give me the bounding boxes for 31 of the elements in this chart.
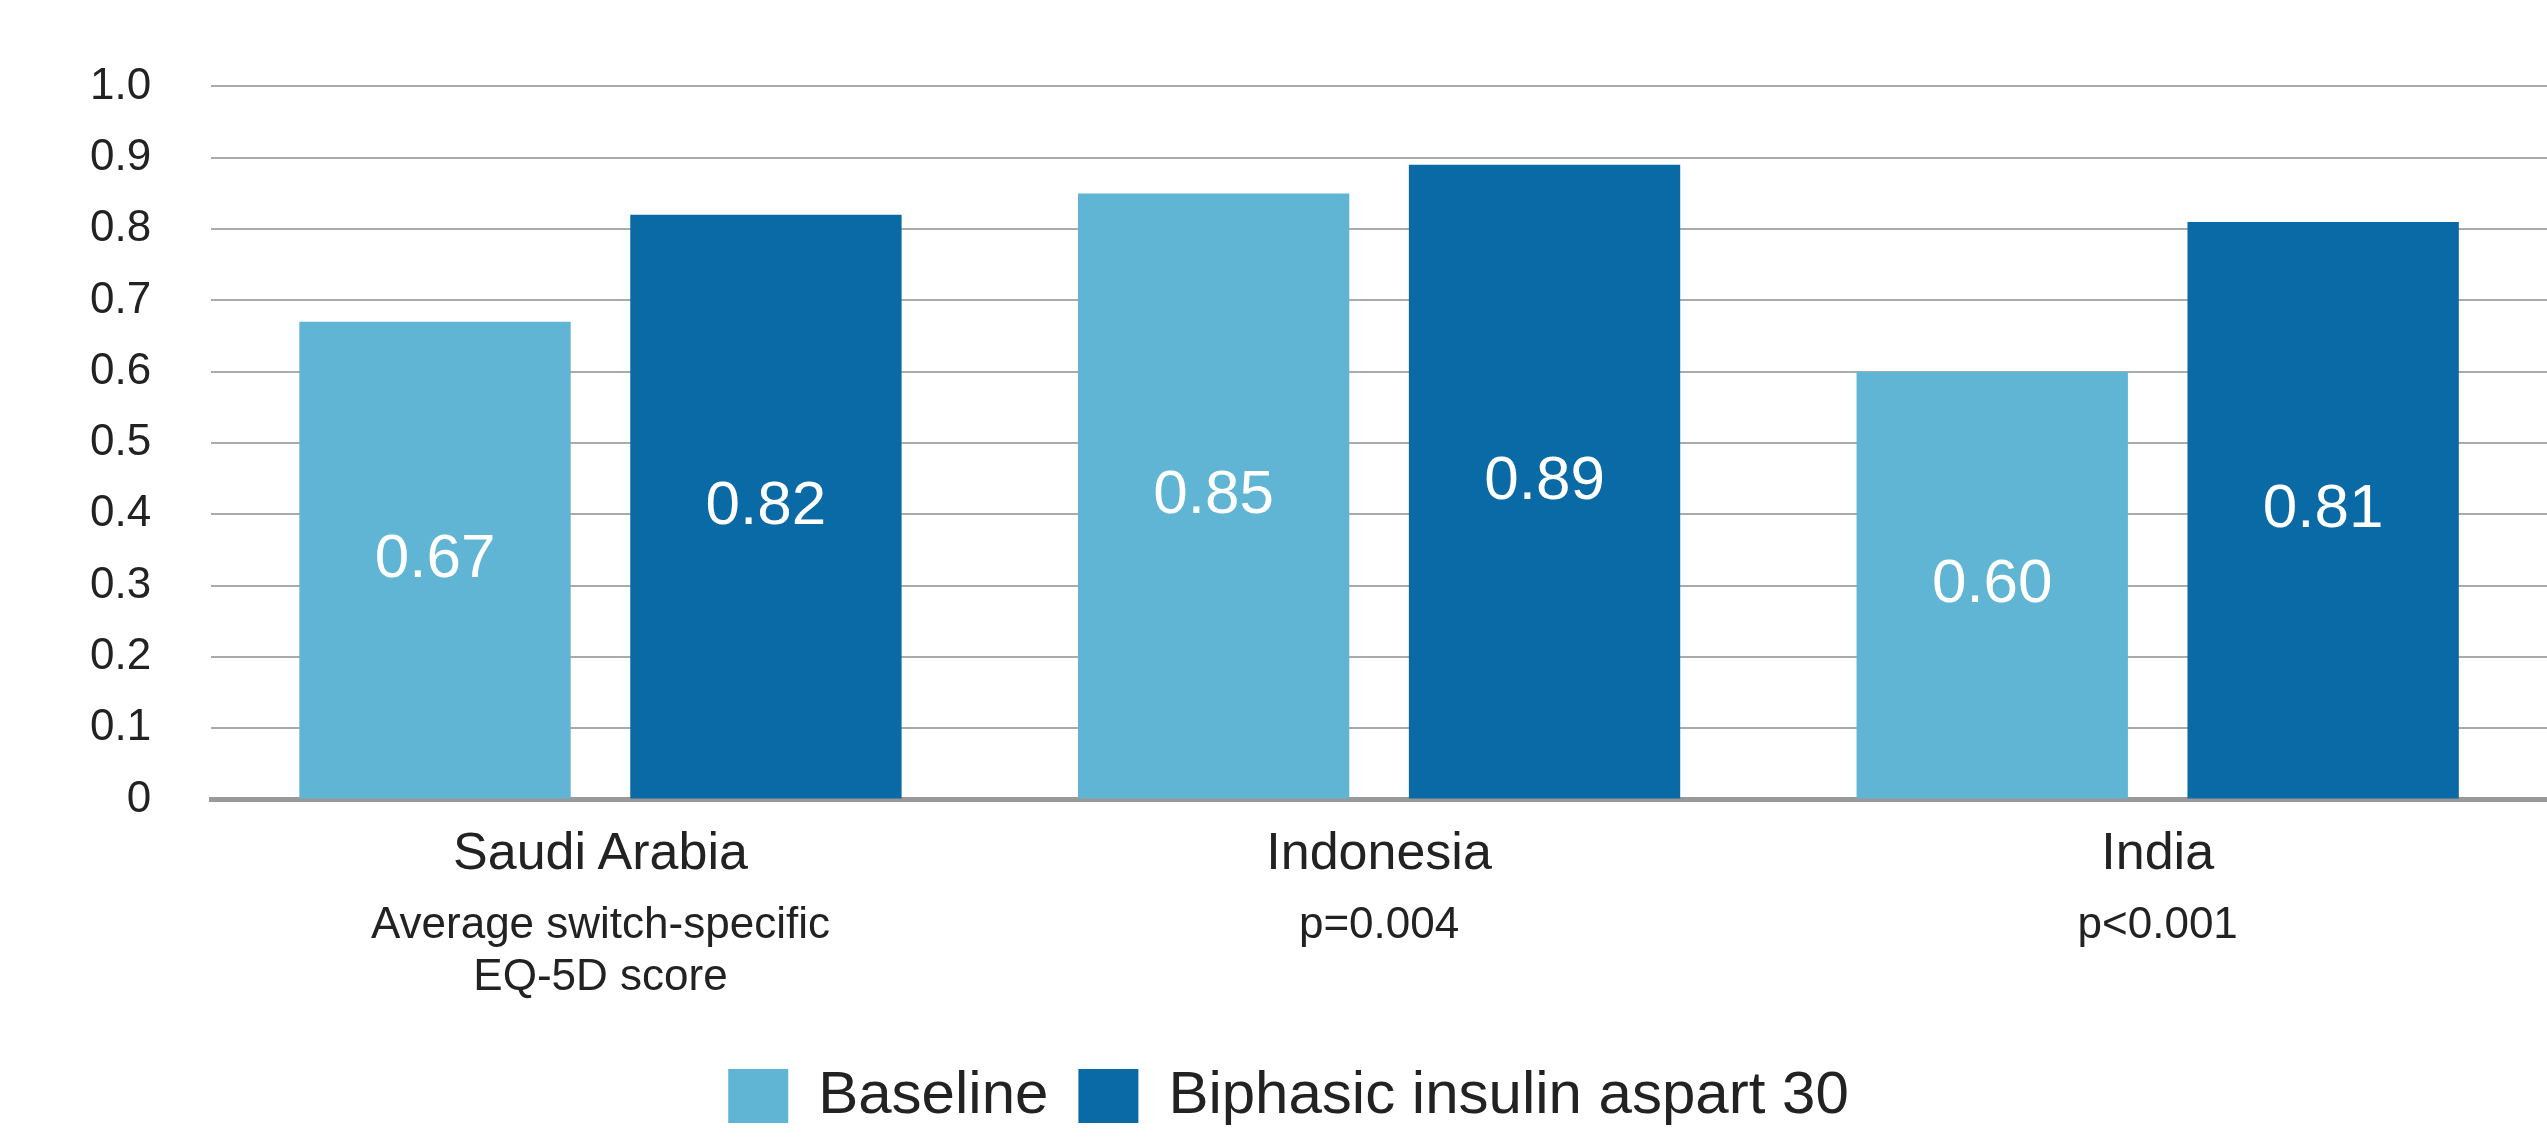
bar	[299, 321, 571, 799]
y-tick-label: 1.0	[89, 58, 152, 108]
y-tick-label: 0.7	[89, 272, 152, 322]
bar	[630, 214, 902, 799]
data-label: 0.85	[1153, 457, 1274, 527]
y-tick-label: 0.2	[89, 629, 152, 679]
y-tick-label: 0.5	[89, 415, 152, 465]
data-label: 0.67	[374, 521, 496, 591]
y-tick-label: 0.9	[89, 129, 152, 179]
x-tick-label: Indonesia	[1266, 822, 1492, 881]
legend-label: Biphasic insulin aspart 30	[1168, 1058, 1849, 1126]
data-label: 0.81	[2262, 471, 2384, 541]
bar	[1077, 193, 1350, 799]
x-tick-label: Saudi Arabia	[453, 822, 748, 881]
y-tick-label: 0.6	[89, 343, 152, 393]
y-tick-label: 0.4	[89, 486, 152, 536]
y-tick-label: 0.8	[89, 201, 152, 251]
text: Average switch-specific EQ-5D score	[371, 898, 830, 1000]
data-label: 0.89	[1484, 442, 1605, 512]
x-tick-label: India	[2101, 822, 2215, 881]
y-tick-label: 0.1	[89, 700, 152, 750]
data-label: 0.60	[1931, 546, 2053, 616]
bar	[1856, 371, 2128, 799]
y-tick-label: 0.3	[89, 557, 152, 607]
legend-label: Baseline	[818, 1058, 1049, 1126]
data-label: 0.82	[705, 467, 827, 537]
bar	[1408, 164, 1681, 799]
text: p=0.004	[1298, 898, 1460, 948]
text: p<0.001	[2077, 898, 2238, 948]
y-tick-label: 0	[126, 771, 152, 821]
bar	[2187, 221, 2459, 799]
